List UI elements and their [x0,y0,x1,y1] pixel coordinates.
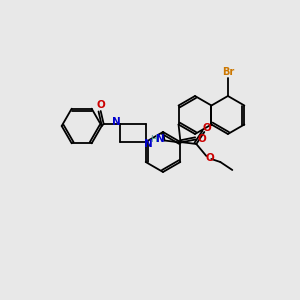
Text: O: O [197,134,206,145]
Text: N: N [112,117,121,127]
Text: O: O [96,100,105,110]
Text: N: N [156,134,165,145]
Text: H: H [150,135,157,144]
Text: O: O [206,153,215,163]
Text: N: N [144,139,153,149]
Text: Br: Br [222,67,234,77]
Text: O: O [203,123,212,133]
